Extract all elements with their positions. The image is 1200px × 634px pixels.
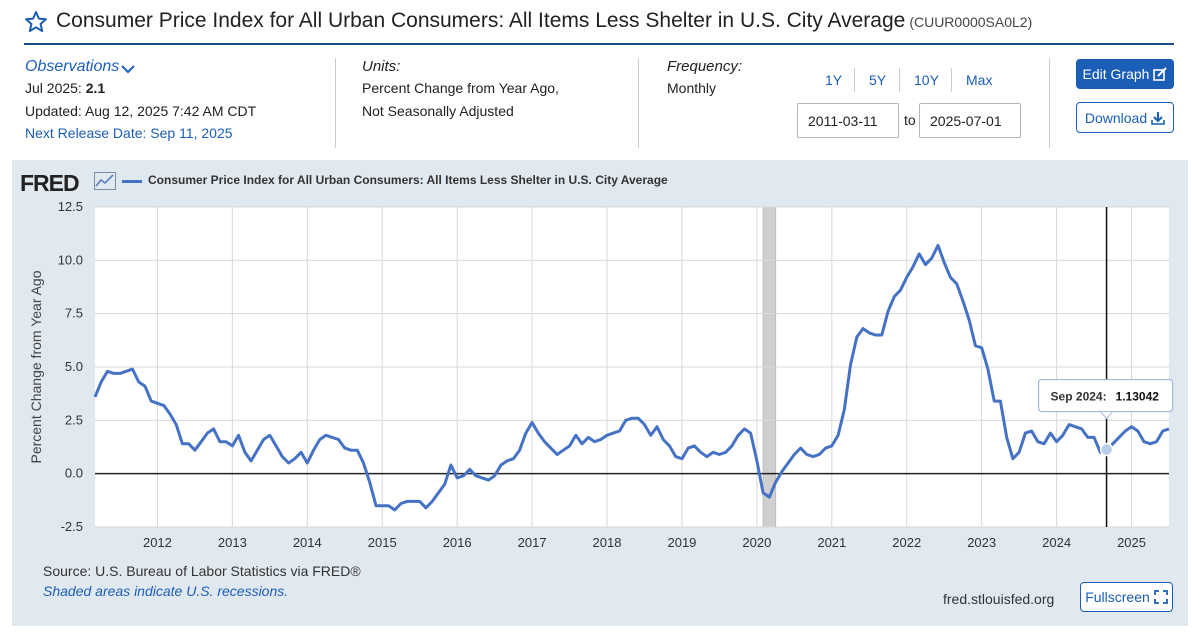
x-tick-label: 2015	[368, 535, 397, 550]
frequency-heading: Frequency:	[667, 58, 743, 75]
x-tick-label: 2020	[742, 535, 771, 550]
y-tick-label: 7.5	[65, 306, 83, 321]
frequency-value: Monthly	[667, 80, 717, 96]
fullscreen-button[interactable]: Fullscreen	[1080, 582, 1173, 612]
source-note: Source: U.S. Bureau of Labor Statistics …	[43, 563, 361, 579]
y-tick-label: -2.5	[61, 519, 83, 534]
x-tick-label: 2013	[218, 535, 247, 550]
observations-link[interactable]: Observations	[25, 58, 120, 75]
x-tick-label: 2024	[1042, 535, 1071, 550]
x-tick-label: 2017	[518, 535, 547, 550]
y-axis-label: Percent Change from Year Ago	[28, 270, 44, 463]
series-line[interactable]	[93, 243, 1170, 512]
tooltip-date: Sep 2024:	[1051, 390, 1107, 404]
divider	[638, 58, 639, 148]
divider	[951, 68, 952, 92]
fred-logo: FRED	[20, 170, 80, 196]
fullscreen-label: Fullscreen	[1085, 589, 1150, 605]
x-tick-label: 2023	[967, 535, 996, 550]
divider	[1049, 58, 1050, 148]
expand-icon	[1153, 590, 1168, 604]
x-tick-label: 2025	[1117, 535, 1146, 550]
x-tick-label: 2018	[593, 535, 622, 550]
x-tick-label: 2021	[817, 535, 846, 550]
observation-date: Jul 2025:	[25, 80, 82, 96]
download-button[interactable]: Download	[1076, 102, 1174, 133]
divider	[335, 58, 336, 148]
range-max-button[interactable]: Max	[966, 72, 993, 88]
units-value-line2: Not Seasonally Adjusted	[362, 103, 514, 119]
units-heading: Units:	[362, 58, 401, 75]
fred-url: fred.stlouisfed.org	[943, 591, 1055, 607]
next-release-link[interactable]: Next Release Date: Sep 11, 2025	[25, 125, 233, 141]
latest-observation: Jul 2025: 2.1	[25, 80, 105, 96]
y-tick-label: 2.5	[65, 412, 83, 427]
y-tick-label: 5.0	[65, 359, 83, 374]
updated-timestamp: Updated: Aug 12, 2025 7:42 AM CDT	[25, 103, 257, 119]
y-tick-label: 10.0	[58, 252, 83, 267]
start-date-input[interactable]	[797, 103, 899, 138]
recession-note: Shaded areas indicate U.S. recessions.	[43, 583, 289, 599]
x-tick-label: 2016	[443, 535, 472, 550]
tooltip-value: 1.13042	[1116, 390, 1160, 404]
observation-value: 2.1	[85, 80, 106, 96]
download-icon	[1151, 111, 1165, 125]
range-10y-button[interactable]: 10Y	[914, 72, 939, 88]
x-tick-label: 2014	[293, 535, 322, 550]
y-tick-label: 12.5	[58, 199, 83, 214]
legend-label: Consumer Price Index for All Urban Consu…	[148, 173, 668, 187]
x-tick-label: 2012	[143, 535, 172, 550]
divider	[899, 68, 900, 92]
edit-graph-label: Edit Graph	[1082, 66, 1150, 82]
range-1y-button[interactable]: 1Y	[825, 72, 843, 88]
series-id: (CUUR0000SA0L2)	[909, 14, 1033, 30]
y-tick-label: 0.0	[65, 466, 83, 481]
edit-graph-button[interactable]: Edit Graph	[1076, 59, 1174, 89]
favorite-star-icon[interactable]	[24, 10, 48, 34]
legend-swatch	[122, 180, 142, 183]
x-tick-label: 2022	[892, 535, 921, 550]
x-tick-label: 2019	[667, 535, 696, 550]
title-divider	[24, 43, 1174, 45]
divider	[854, 68, 855, 92]
range-5y-button[interactable]: 5Y	[869, 72, 887, 88]
end-date-input[interactable]	[919, 103, 1021, 138]
chart-line-icon	[94, 172, 116, 190]
download-label: Download	[1084, 109, 1148, 126]
tooltip-pointer	[1099, 411, 1114, 420]
date-to-label: to	[904, 112, 916, 128]
chevron-down-icon[interactable]	[120, 62, 136, 76]
hover-point[interactable]	[1099, 442, 1114, 457]
edit-icon	[1153, 67, 1168, 81]
page-title: Consumer Price Index for All Urban Consu…	[56, 9, 1033, 32]
units-value-line1: Percent Change from Year Ago,	[362, 80, 559, 96]
